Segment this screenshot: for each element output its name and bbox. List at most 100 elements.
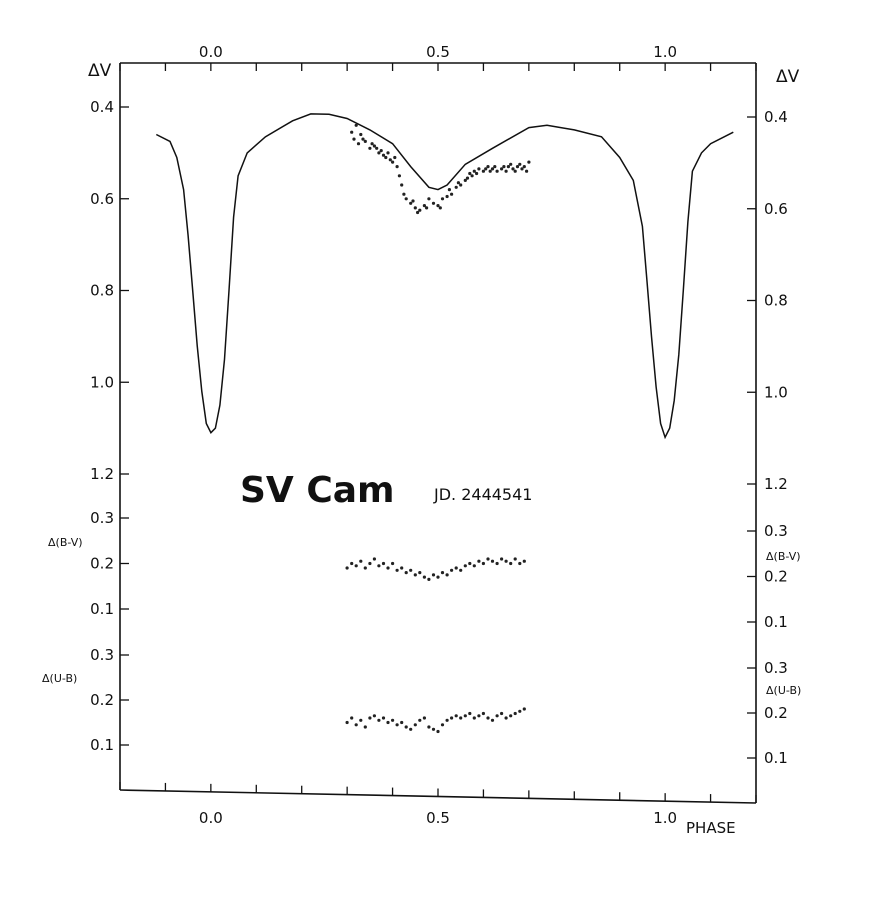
observation-point-v — [377, 151, 381, 155]
observation-point-v — [527, 160, 531, 164]
observation-point-v — [431, 201, 436, 205]
observation-point-v — [490, 167, 495, 171]
y-tick-label-right: 0.3 — [764, 659, 788, 677]
y-label-ub-left: Δ(U-B) — [42, 672, 77, 685]
observation-point-b-v — [454, 566, 458, 570]
observation-point-v — [495, 169, 499, 173]
x-tick-label-bottom: 0.0 — [199, 809, 223, 827]
observation-point-u-b — [481, 711, 485, 716]
observation-point-u-b — [495, 714, 499, 718]
observation-point-v — [356, 142, 361, 146]
observation-point-u-b — [354, 723, 358, 727]
y-tick-label-right: 1.0 — [764, 383, 788, 401]
observation-point-b-v — [463, 564, 467, 568]
observation-point-b-v — [436, 575, 440, 579]
observation-point-v — [438, 206, 442, 210]
axis-ticks — [119, 63, 757, 803]
observation-point-u-b — [395, 723, 399, 727]
observation-point-v — [418, 208, 422, 212]
observation-point-b-v — [422, 575, 426, 579]
observation-point-v — [375, 146, 379, 150]
observation-point-u-b — [409, 727, 413, 731]
x-tick-label-top: 0.0 — [199, 43, 223, 61]
observation-point-v — [481, 169, 485, 173]
observation-point-u-b — [372, 714, 376, 718]
observation-point-u-b — [472, 716, 476, 720]
observation-point-u-b — [518, 709, 522, 713]
observation-point-u-b — [490, 718, 495, 722]
observation-point-u-b — [522, 707, 526, 711]
observation-point-u-b — [345, 720, 349, 725]
observation-point-b-v — [409, 568, 413, 572]
observation-point-b-v — [500, 557, 504, 561]
y-tick-label-left: 0.4 — [90, 98, 114, 116]
observation-point-v — [388, 158, 392, 162]
observation-point-v — [391, 160, 395, 164]
y-tick-label-right: 1.2 — [764, 475, 788, 493]
observation-point-v — [472, 169, 476, 173]
observation-point-u-b — [427, 725, 431, 729]
observation-point-v — [456, 181, 460, 185]
plot-frame — [119, 62, 757, 804]
observation-point-b-v — [509, 561, 513, 566]
observation-point-v — [409, 201, 413, 205]
observation-point-u-b — [477, 714, 481, 718]
observation-point-v — [359, 132, 363, 137]
observation-point-u-b — [391, 718, 395, 722]
observation-point-b-v — [350, 561, 354, 566]
observation-point-b-v — [431, 573, 436, 577]
observation-point-v — [463, 178, 467, 182]
observation-point-v — [477, 167, 481, 171]
observation-point-b-v — [363, 566, 367, 570]
observation-point-u-b — [377, 718, 381, 722]
observation-point-b-v — [472, 564, 476, 568]
observation-point-v — [447, 188, 451, 192]
observation-point-v — [386, 151, 390, 155]
y-tick-label-right: 0.3 — [764, 522, 788, 540]
observation-point-b-v — [445, 573, 449, 577]
observation-point-b-v — [518, 561, 522, 566]
observation-point-u-b — [431, 727, 436, 731]
x-tick-label-bottom: 1.0 — [653, 809, 677, 827]
y-tick-label-left: 0.1 — [90, 600, 114, 618]
observation-point-v — [411, 199, 415, 203]
data-marks — [155, 113, 734, 734]
observation-point-v — [513, 169, 517, 173]
observation-point-u-b — [440, 723, 445, 727]
observation-point-v — [395, 165, 399, 169]
observation-point-v — [454, 185, 458, 189]
observation-point-v — [363, 139, 367, 143]
y-tick-label-right: 0.1 — [764, 613, 788, 631]
y-tick-label-right: 0.4 — [764, 108, 788, 126]
observation-point-b-v — [354, 564, 358, 568]
observation-point-b-v — [504, 559, 508, 563]
y-label-bv-left: Δ(B-V) — [48, 536, 83, 549]
observation-point-b-v — [490, 559, 495, 563]
x-axis-label: PHASE — [686, 819, 736, 837]
observation-point-u-b — [504, 716, 508, 720]
observation-point-b-v — [391, 561, 395, 566]
observation-point-v — [450, 192, 454, 196]
observation-point-v — [509, 162, 513, 166]
y-tick-label-left: 0.2 — [90, 555, 114, 573]
observation-point-v — [425, 206, 429, 210]
observation-point-b-v — [513, 557, 517, 561]
observation-point-v — [475, 171, 479, 176]
observation-point-v — [368, 146, 372, 150]
observation-point-v — [520, 167, 524, 171]
observation-point-b-v — [481, 561, 485, 566]
observation-point-v — [440, 197, 445, 201]
observation-point-v — [511, 167, 515, 171]
observation-point-v — [486, 165, 490, 169]
observation-point-v — [379, 149, 383, 153]
y-tick-label-right: 0.2 — [764, 704, 788, 722]
observation-point-v — [400, 183, 404, 187]
y-tick-label-right: 0.1 — [764, 749, 788, 767]
observation-point-b-v — [368, 561, 372, 566]
observation-point-v — [506, 165, 510, 169]
observation-point-v — [352, 137, 356, 141]
observation-point-u-b — [422, 716, 426, 720]
observation-point-u-b — [454, 714, 458, 718]
observation-point-v — [404, 197, 408, 201]
observation-point-v — [522, 165, 526, 169]
